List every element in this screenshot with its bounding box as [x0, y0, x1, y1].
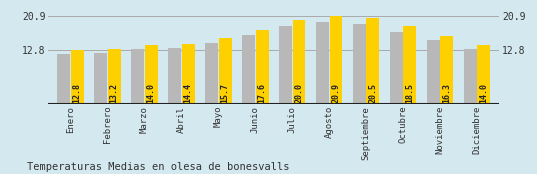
Bar	[95, 53, 107, 104]
Bar	[242, 35, 255, 104]
Bar	[144, 45, 157, 104]
Bar	[132, 49, 144, 104]
Bar	[403, 26, 416, 104]
Bar	[205, 43, 218, 104]
Bar	[330, 16, 343, 104]
Text: Temperaturas Medias en olesa de bonesvalls: Temperaturas Medias en olesa de bonesval…	[27, 162, 289, 172]
Bar	[293, 20, 306, 104]
Bar	[427, 40, 440, 104]
Text: 20.5: 20.5	[368, 83, 378, 103]
Bar	[71, 50, 84, 104]
Bar	[316, 22, 329, 104]
Bar	[353, 24, 366, 104]
Bar	[366, 18, 380, 104]
Text: 14.4: 14.4	[184, 83, 193, 103]
Text: 14.0: 14.0	[480, 83, 488, 103]
Bar	[256, 30, 268, 104]
Text: 15.7: 15.7	[221, 83, 229, 103]
Text: 16.3: 16.3	[442, 83, 452, 103]
Bar	[219, 38, 231, 104]
Text: 20.0: 20.0	[294, 83, 303, 103]
Bar	[279, 26, 292, 104]
Text: 12.8: 12.8	[72, 83, 82, 103]
Text: 14.0: 14.0	[147, 83, 156, 103]
Bar	[57, 54, 70, 104]
Text: 13.2: 13.2	[110, 83, 119, 103]
Bar	[477, 45, 490, 104]
Bar	[440, 36, 453, 104]
Bar	[464, 49, 477, 104]
Text: 18.5: 18.5	[405, 83, 415, 103]
Text: 20.9: 20.9	[331, 83, 340, 103]
Bar	[390, 32, 403, 104]
Bar	[168, 48, 182, 104]
Bar	[108, 49, 121, 104]
Bar	[182, 44, 194, 104]
Text: 17.6: 17.6	[258, 83, 266, 103]
